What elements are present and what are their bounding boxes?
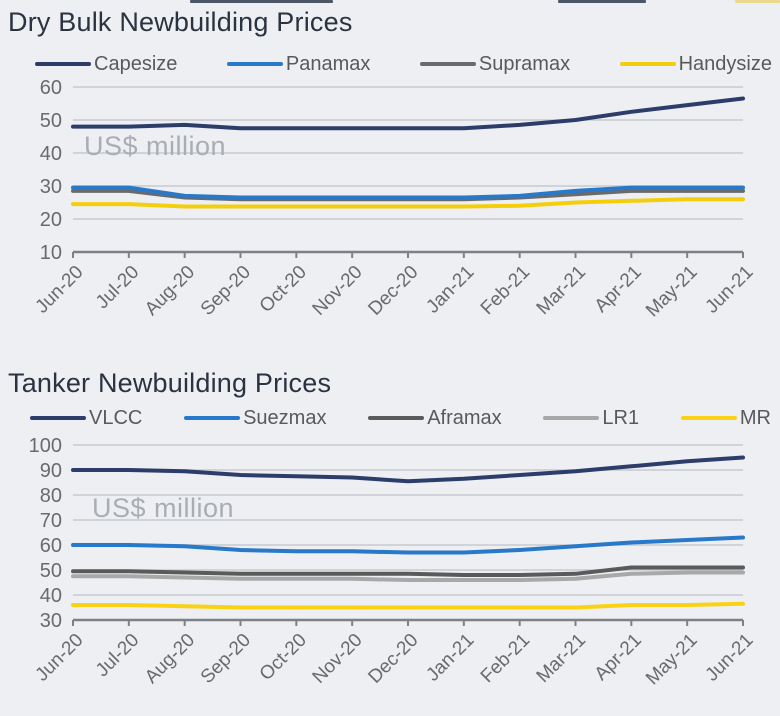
series-line-handysize [71, 197, 745, 209]
x-axis-label: Mar-21 [533, 630, 590, 687]
x-axis-label: Oct-20 [256, 262, 311, 317]
y-axis-label: 80 [40, 485, 62, 507]
tanker-watermark: US$ million [92, 493, 235, 523]
legend-label: LR1 [602, 406, 640, 429]
legend-label: MR [739, 406, 771, 429]
legend-swatch-lr1 [543, 416, 600, 420]
x-axis-label: Apr-21 [591, 262, 646, 317]
x-axis-label: Jun-21 [702, 262, 758, 318]
legend-label: VLCC [89, 406, 143, 429]
y-axis-label: 60 [40, 80, 62, 99]
legend-label: Aframax [427, 406, 502, 429]
legend-label: Capesize [94, 52, 178, 75]
legend-item-vlcc: VLCC [30, 407, 142, 430]
legend-item-aframax: Aframax [368, 406, 502, 430]
x-axis-label: Dec-20 [364, 630, 422, 688]
y-axis-label: 90 [40, 460, 62, 482]
legend-swatch-vlcc [30, 416, 86, 420]
cropped-chart-remnant [735, 0, 780, 3]
x-axis-label: Sep-20 [197, 630, 255, 688]
series-line-mr [71, 601, 745, 610]
legend-item-mr: MR [680, 406, 771, 430]
y-axis-label: 30 [40, 610, 62, 632]
x-axis-label: Nov-20 [309, 262, 367, 320]
x-axis-label: Oct-20 [256, 630, 311, 685]
y-axis-label: 100 [29, 438, 62, 457]
y-axis-label: 40 [40, 585, 62, 607]
tanker-legend: VLCC Suezmax Aframax LR1 MR [30, 406, 771, 430]
legend-swatch-capesize [35, 62, 91, 66]
legend-item-capesize: Capesize [35, 53, 177, 76]
y-axis-label: 40 [40, 143, 62, 165]
legend-swatch-mr [680, 416, 737, 420]
dry-bulk-chart-title: Dry Bulk Newbuilding Prices [8, 7, 353, 37]
legend-item-lr1: LR1 [543, 407, 639, 430]
dry-bulk-legend: Capesize Panamax Supramax Handysize [35, 52, 772, 76]
y-axis-label: 30 [40, 176, 62, 198]
legend-item-panamax: Panamax [226, 52, 371, 76]
y-axis-label: 50 [40, 560, 62, 582]
x-axis-label: May-21 [642, 630, 702, 690]
legend-label: Suezmax [243, 406, 327, 429]
x-axis-label: Jan-21 [422, 630, 478, 686]
y-axis-label: 70 [40, 510, 62, 532]
x-axis-label: Nov-20 [309, 630, 367, 688]
cropped-chart-remnant [190, 0, 333, 3]
x-axis-label: Jan-21 [422, 262, 478, 318]
legend-item-suezmax: Suezmax [184, 407, 326, 430]
series-line-vlcc [71, 455, 745, 484]
x-axis-label: Aug-20 [141, 630, 199, 688]
y-axis-label: 10 [40, 242, 62, 264]
tanker-chart-title: Tanker Newbuilding Prices [8, 368, 332, 398]
series-line-panamax [71, 185, 745, 200]
y-axis-label: 60 [40, 535, 62, 557]
legend-swatch-handysize [619, 62, 676, 66]
legend-item-handysize: Handysize [619, 52, 772, 76]
dry-bulk-watermark: US$ million [84, 131, 227, 161]
x-axis-label: Feb-21 [477, 630, 534, 687]
x-axis-label: Jun-20 [32, 262, 88, 318]
series-line-suezmax [71, 535, 745, 555]
cropped-chart-remnant [558, 0, 646, 3]
legend-item-supramax: Supramax [419, 52, 571, 76]
x-axis-label: Mar-21 [533, 262, 590, 319]
legend-swatch-panamax [226, 62, 283, 66]
series-line-aframax [71, 565, 745, 577]
legend-label: Panamax [285, 52, 371, 75]
x-axis-label: Aug-20 [141, 262, 199, 320]
x-axis-label: Feb-21 [477, 262, 534, 319]
y-axis-label: 20 [40, 209, 62, 231]
series-line-capesize [71, 96, 745, 131]
legend-label: Handysize [678, 52, 772, 75]
x-axis-label: Apr-21 [591, 630, 646, 685]
legend-label: Supramax [478, 52, 571, 75]
x-axis-label: May-21 [642, 262, 702, 322]
y-axis-label: 50 [40, 110, 62, 132]
legend-swatch-suezmax [184, 416, 241, 420]
x-axis-label: Jul-20 [92, 630, 143, 681]
x-axis-label: Dec-20 [364, 262, 422, 320]
x-axis-label: Jun-21 [702, 630, 758, 686]
legend-swatch-supramax [419, 62, 476, 66]
legend-swatch-aframax [368, 416, 425, 420]
x-axis-label: Jul-20 [92, 262, 143, 313]
x-axis-label: Jun-20 [32, 630, 88, 686]
series-line-lr1 [71, 570, 745, 582]
x-axis-label: Sep-20 [197, 262, 255, 320]
